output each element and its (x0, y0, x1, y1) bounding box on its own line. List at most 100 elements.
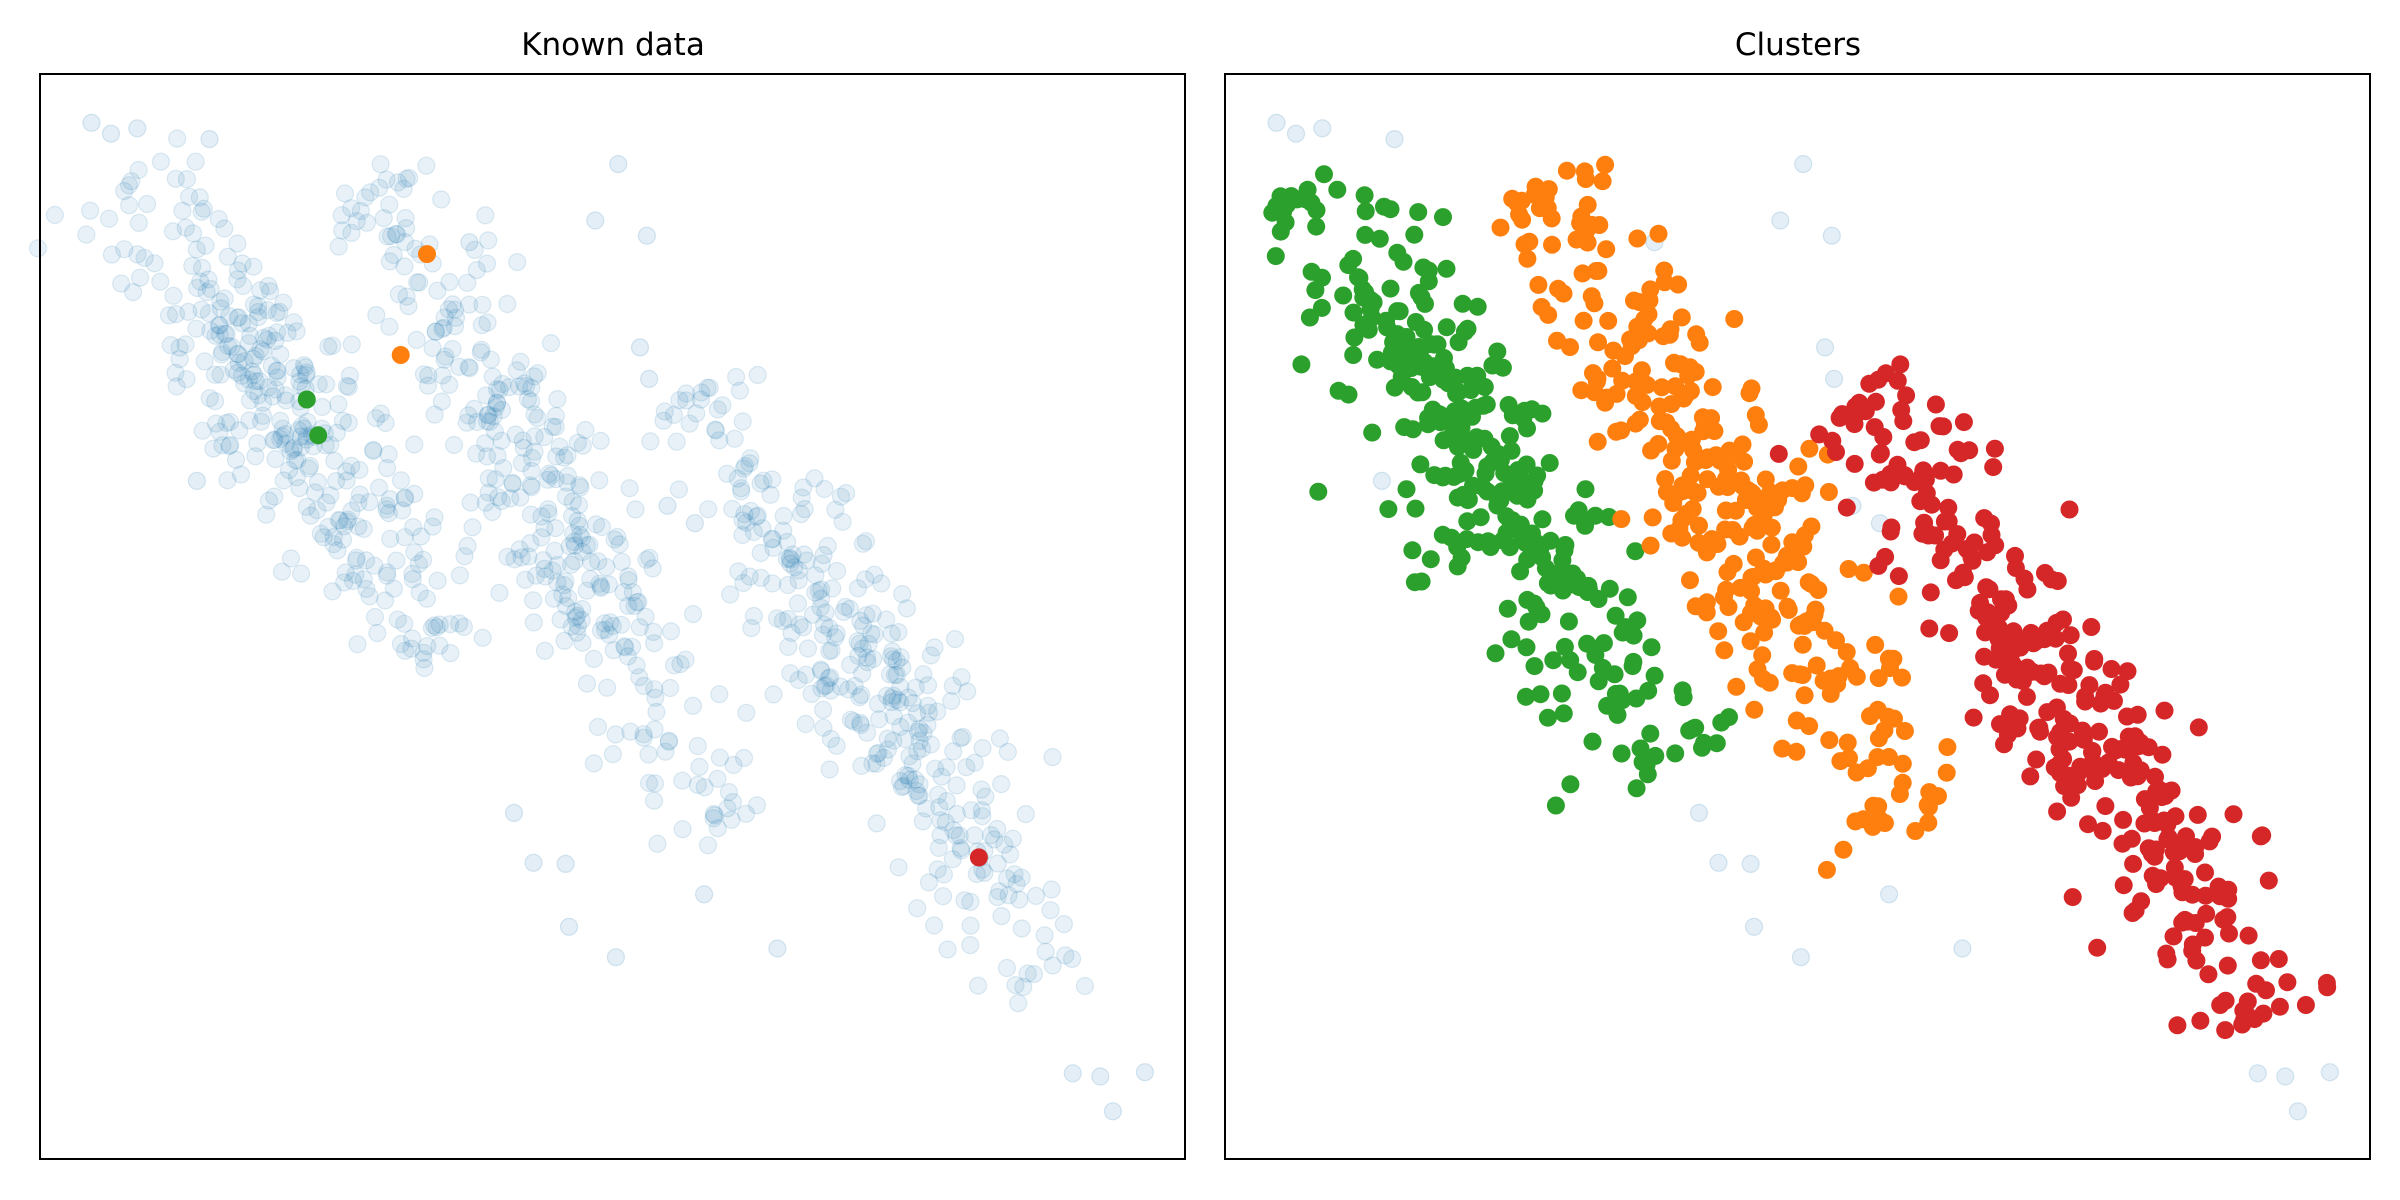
cluster-point (2082, 618, 2101, 636)
background-point (433, 366, 452, 385)
background-point (853, 639, 872, 658)
background-point (217, 413, 236, 433)
background-point (517, 377, 536, 396)
background-point (259, 378, 278, 397)
background-point (522, 461, 541, 481)
cluster-point (2159, 828, 2178, 847)
background-point (333, 530, 353, 549)
background-point (919, 703, 939, 722)
background-point (952, 841, 971, 860)
background-point (218, 471, 237, 490)
cluster-point (1756, 470, 1775, 489)
background-point (371, 155, 390, 174)
cluster-point (1745, 596, 1764, 615)
background-point (294, 419, 313, 438)
background-point (454, 617, 473, 637)
cluster-point (1344, 249, 1363, 268)
background-point (551, 610, 570, 629)
unclustered-point (1267, 113, 1286, 132)
background-point (639, 745, 658, 764)
unclustered-point (1771, 211, 1790, 230)
background-point (297, 363, 316, 382)
background-point (187, 471, 206, 490)
background-point (187, 319, 206, 338)
background-point (850, 688, 869, 707)
background-point (658, 496, 677, 515)
cluster-point (1587, 262, 1606, 280)
background-point (863, 754, 882, 773)
background-point (483, 502, 502, 522)
cluster-point (1466, 398, 1485, 417)
cluster-point (1368, 350, 1387, 369)
background-point (667, 432, 686, 451)
cluster-point (1716, 520, 1735, 539)
background-point (1056, 946, 1075, 965)
background-point (614, 582, 633, 602)
cluster-point (1985, 439, 2004, 458)
background-point (778, 532, 797, 552)
cluster-point (1394, 252, 1413, 271)
cluster-point (1895, 722, 1914, 740)
background-point (377, 170, 396, 189)
known-label-point (418, 245, 436, 264)
background-point (655, 402, 674, 421)
background-point (423, 338, 442, 358)
background-point (402, 639, 421, 658)
background-point (232, 314, 252, 333)
cluster-point (1573, 264, 1592, 283)
background-point (645, 720, 664, 739)
background-point (845, 676, 864, 696)
background-point (357, 213, 377, 232)
background-point (479, 469, 498, 488)
background-point (1024, 964, 1044, 984)
cluster-point (2189, 718, 2208, 737)
background-point (259, 491, 279, 510)
background-point (166, 363, 185, 382)
background-point (266, 450, 285, 469)
background-point (595, 614, 614, 633)
background-point (1062, 949, 1082, 969)
cluster-point (1500, 427, 1519, 446)
background-point (990, 882, 1009, 901)
cluster-point (1792, 615, 1811, 634)
cluster-point (1513, 210, 1532, 229)
cluster-point (2090, 722, 2108, 741)
background-point (928, 702, 947, 721)
background-point (844, 712, 863, 731)
background-point (943, 676, 962, 695)
background-point (201, 321, 220, 340)
unclustered-point (2248, 1064, 2267, 1083)
background-point (173, 201, 192, 220)
background-point (278, 323, 297, 342)
cluster-point (1876, 364, 1895, 383)
cluster-point (1613, 623, 1632, 642)
background-point (249, 386, 268, 405)
background-point (782, 623, 801, 643)
background-point (813, 700, 833, 719)
cluster-point (1557, 161, 1576, 180)
background-point (446, 300, 465, 319)
background-point (816, 676, 836, 695)
background-point (734, 748, 754, 768)
cluster-point (1574, 213, 1592, 231)
background-point (296, 358, 315, 377)
cluster-point (1593, 172, 1612, 191)
cluster-point (1554, 284, 1573, 303)
known-label-point (297, 390, 316, 409)
background-point (360, 493, 379, 512)
background-point (468, 412, 487, 432)
background-point (789, 571, 808, 590)
cluster-point (1680, 721, 1699, 740)
cluster-point (1796, 476, 1815, 495)
background-point (792, 488, 811, 507)
background-point (834, 602, 853, 622)
background-point (899, 688, 918, 707)
background-point (815, 479, 834, 499)
background-point (586, 211, 605, 230)
background-point (556, 572, 575, 591)
background-point (634, 728, 653, 747)
background-point (473, 628, 492, 647)
background-point (425, 405, 444, 424)
cluster-point (1873, 470, 1892, 489)
background-point (708, 819, 727, 838)
